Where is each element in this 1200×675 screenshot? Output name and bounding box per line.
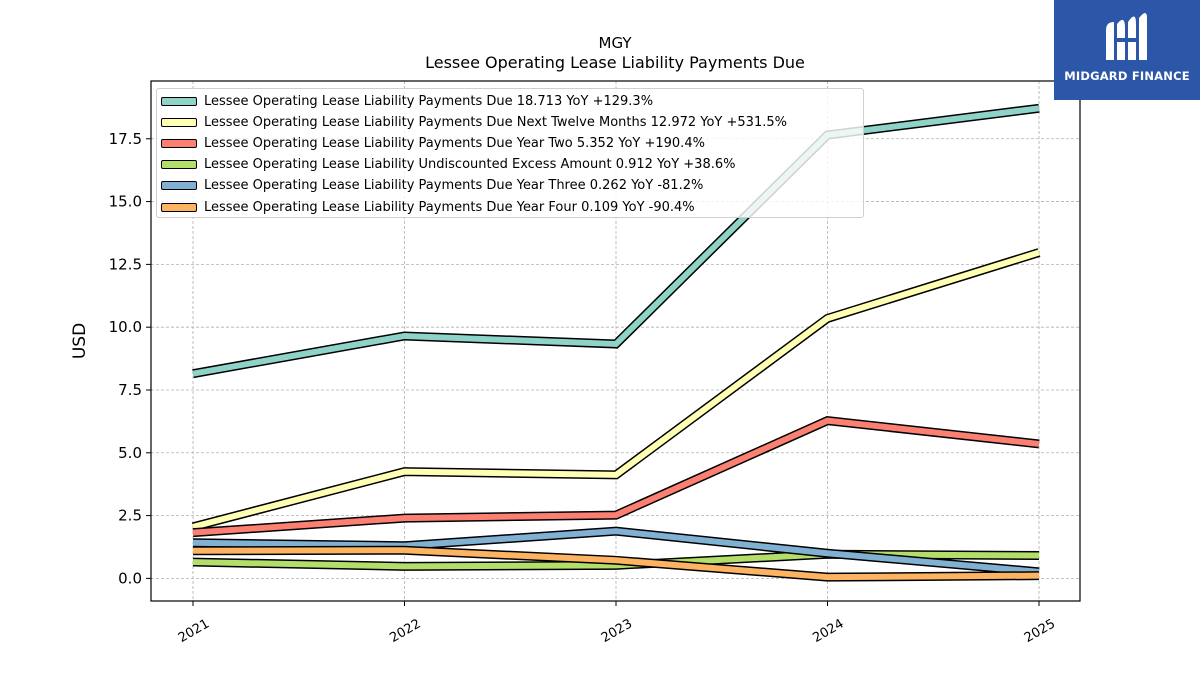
legend: Lessee Operating Lease Liability Payment… bbox=[156, 88, 864, 218]
chart-subtitle: Lessee Operating Lease Liability Payment… bbox=[425, 53, 805, 72]
series-line bbox=[192, 417, 1040, 536]
y-tick-label: 5.0 bbox=[118, 444, 142, 462]
legend-swatch bbox=[161, 181, 197, 191]
series-line bbox=[192, 547, 1040, 581]
legend-item: Lessee Operating Lease Liability Payment… bbox=[161, 93, 653, 109]
series-line bbox=[192, 551, 1040, 570]
series-line bbox=[192, 249, 1040, 530]
y-tick-label: 15.0 bbox=[109, 193, 142, 211]
legend-item: Lessee Operating Lease Liability Undisco… bbox=[161, 157, 735, 173]
series-lines bbox=[191, 103, 1041, 582]
y-tick-label: 7.5 bbox=[118, 381, 142, 399]
y-tick-label: 0.0 bbox=[118, 569, 142, 587]
legend-label: Lessee Operating Lease Liability Undisco… bbox=[204, 157, 736, 173]
legend-label: Lessee Operating Lease Liability Payment… bbox=[204, 199, 695, 215]
legend-swatch bbox=[161, 138, 197, 148]
x-tick-label: 2022 bbox=[387, 616, 423, 646]
chart-title: MGY bbox=[599, 34, 633, 52]
legend-item: Lessee Operating Lease Liability Payment… bbox=[161, 199, 695, 215]
legend-swatch bbox=[161, 202, 197, 212]
midgard-logo-icon bbox=[1106, 13, 1147, 60]
legend-label: Lessee Operating Lease Liability Payment… bbox=[204, 114, 787, 130]
logo: MIDGARD FINANCE bbox=[1054, 0, 1200, 100]
legend-swatch bbox=[161, 160, 197, 170]
legend-label: Lessee Operating Lease Liability Payment… bbox=[204, 178, 704, 194]
x-tick-label: 2024 bbox=[810, 616, 846, 646]
y-tick-label: 10.0 bbox=[109, 318, 142, 336]
y-axis-label: USD bbox=[70, 323, 90, 359]
legend-item: Lessee Operating Lease Liability Payment… bbox=[161, 178, 703, 194]
logo-text: MIDGARD FINANCE bbox=[1064, 69, 1190, 83]
legend-swatch bbox=[161, 96, 197, 106]
y-tick-label: 17.5 bbox=[109, 130, 142, 148]
legend-item: Lessee Operating Lease Liability Payment… bbox=[161, 135, 705, 151]
series-line bbox=[192, 528, 1040, 575]
x-tick-label: 2021 bbox=[176, 616, 212, 646]
legend-swatch bbox=[161, 117, 197, 127]
series-line bbox=[192, 105, 1040, 377]
legend-item: Lessee Operating Lease Liability Payment… bbox=[161, 114, 787, 130]
x-tick-label: 2023 bbox=[599, 616, 635, 646]
y-tick-label: 12.5 bbox=[109, 255, 142, 273]
legend-label: Lessee Operating Lease Liability Payment… bbox=[204, 135, 705, 151]
x-tick-label: 2025 bbox=[1022, 616, 1058, 646]
legend-label: Lessee Operating Lease Liability Payment… bbox=[204, 93, 654, 109]
y-tick-label: 2.5 bbox=[118, 507, 142, 525]
